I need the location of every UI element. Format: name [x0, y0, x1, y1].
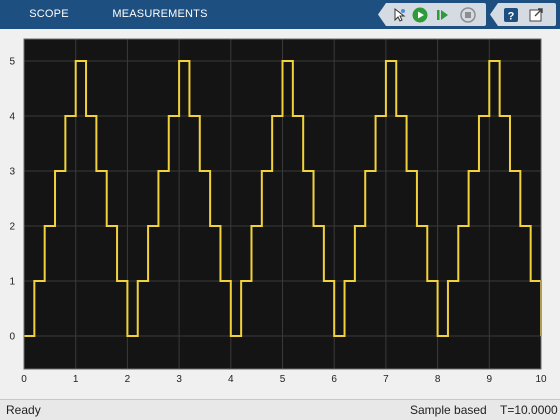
x-tick-label: 4: [228, 374, 234, 385]
y-tick-label: 5: [9, 57, 15, 68]
scope-plot[interactable]: 0 1 2 3 4 5 6 7 8 9 10 0 1 2 3 4 5: [0, 29, 560, 400]
y-tick-label: 0: [9, 332, 15, 343]
x-tick-label: 10: [535, 374, 547, 385]
x-tick-label: 3: [176, 374, 182, 385]
y-tick-label: 1: [9, 277, 15, 288]
status-state: Ready: [6, 403, 41, 417]
x-tick-label: 7: [383, 374, 389, 385]
axes-border: [23, 38, 542, 370]
help-controls: ?: [490, 3, 556, 26]
tab-measurements[interactable]: MEASUREMENTS: [112, 8, 208, 20]
svg-text:?: ?: [508, 11, 515, 23]
status-mode: Sample based: [410, 403, 487, 417]
x-tick-label: 8: [435, 374, 441, 385]
toolbar: SCOPE MEASUREMENTS ?: [0, 0, 560, 29]
stop-icon[interactable]: [460, 7, 476, 23]
y-tick-label: 3: [9, 167, 15, 178]
status-time: T=10.0000: [500, 403, 558, 417]
x-tick-label: 0: [21, 374, 27, 385]
status-bar: Ready Sample based T=10.0000: [0, 399, 560, 420]
y-tick-label: 4: [9, 112, 15, 123]
x-tick-label: 6: [331, 374, 337, 385]
step-forward-icon[interactable]: [435, 7, 451, 23]
undock-icon[interactable]: [528, 7, 544, 23]
y-tick-label: 2: [9, 222, 15, 233]
signal-trace: [24, 60, 542, 337]
tab-scope[interactable]: SCOPE: [29, 8, 69, 20]
pointer-highlight-icon[interactable]: [391, 7, 407, 23]
scope-display: 0 1 2 3 4 5 6 7 8 9 10 0 1 2 3 4 5: [0, 29, 560, 400]
simulation-controls: [378, 3, 486, 26]
x-tick-label: 2: [125, 374, 131, 385]
x-tick-label: 9: [487, 374, 493, 385]
x-tick-label: 1: [73, 374, 79, 385]
x-tick-label: 5: [280, 374, 286, 385]
help-icon[interactable]: ?: [503, 7, 519, 23]
run-icon[interactable]: [412, 7, 428, 23]
